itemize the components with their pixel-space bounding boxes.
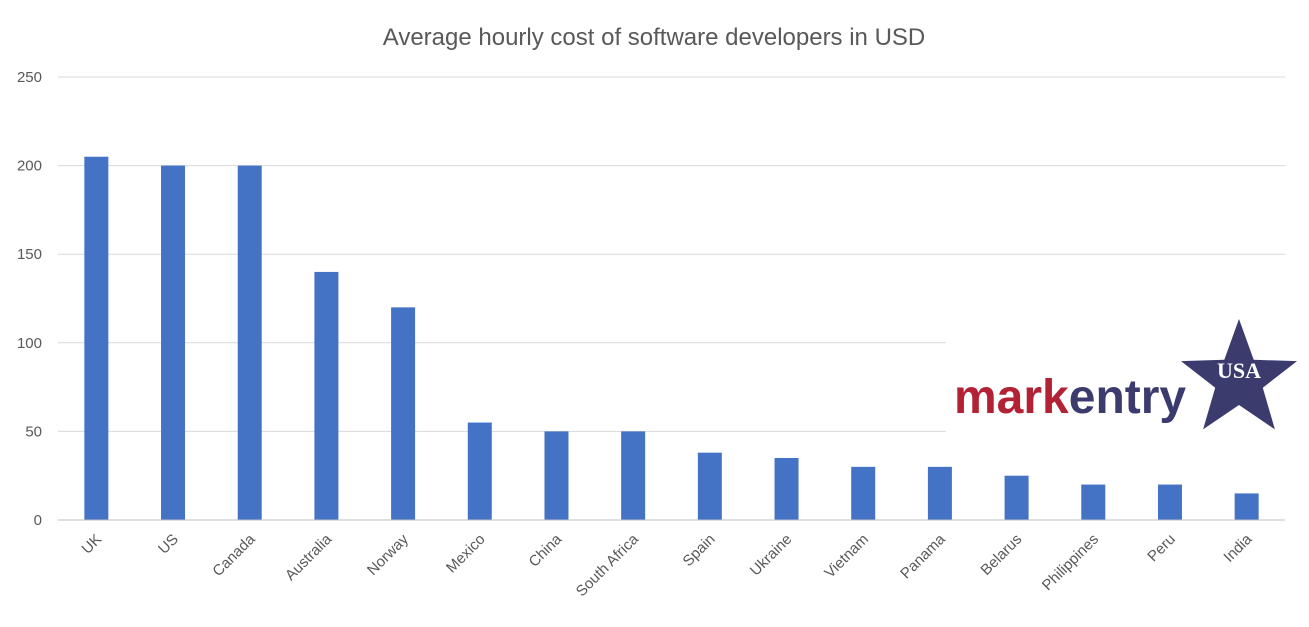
markentry-usa-logo: markentry USA (946, 316, 1309, 434)
x-tick-label: Spain (680, 531, 719, 570)
bar-australia (314, 271, 339, 520)
bar-china (544, 431, 569, 520)
x-tick-label: Panama (897, 530, 949, 582)
star-icon (1181, 319, 1297, 430)
x-tick-label: UK (78, 531, 105, 558)
x-tick-label: India (1220, 530, 1255, 565)
bar-belarus (1004, 475, 1029, 520)
bar-canada (237, 165, 262, 520)
y-tick-label: 250 (17, 69, 42, 86)
x-tick-label: Canada (209, 530, 259, 580)
logo-wordmark: markentry (954, 371, 1186, 424)
y-tick-label: 100 (17, 335, 42, 352)
x-axis-tick-labels: UK US Canada Australia Norway Mexico China Sout… (78, 530, 1256, 600)
bar-ukraine (774, 457, 799, 520)
bar-uk (84, 156, 109, 521)
bar-panama (927, 466, 952, 520)
logo-entry-text: entry (1069, 371, 1187, 424)
x-tick-label: US (155, 531, 182, 558)
x-tick-label: Mexico (443, 531, 489, 577)
bar-us (161, 165, 186, 520)
x-tick-label: Norway (364, 530, 412, 578)
bar-spain (697, 452, 722, 520)
bar-peru (1157, 484, 1182, 520)
chart-title: Average hourly cost of software develope… (383, 24, 926, 51)
x-tick-label: China (526, 530, 566, 570)
logo-usa-text: USA (1217, 358, 1261, 383)
x-tick-label: Vietnam (821, 531, 872, 582)
bar-mexico (467, 422, 492, 520)
x-tick-label: Australia (282, 530, 336, 584)
bar-india (1234, 493, 1259, 520)
x-tick-label: South Africa (573, 530, 643, 600)
y-axis-tick-labels: 0 50 100 150 200 250 (17, 69, 42, 529)
x-tick-label: Philippines (1039, 531, 1102, 594)
bar-norway (391, 307, 416, 520)
bar-philippines (1081, 484, 1106, 520)
x-tick-label: Ukraine (747, 531, 796, 580)
y-tick-label: 50 (25, 423, 42, 440)
logo-mark-text: mark (954, 371, 1069, 424)
bars (84, 156, 1259, 521)
x-tick-label: Belarus (977, 531, 1025, 579)
y-tick-label: 0 (34, 512, 42, 529)
bar-vietnam (851, 466, 876, 520)
x-tick-label: Peru (1144, 531, 1178, 565)
bar-south-africa (621, 431, 646, 520)
y-tick-label: 150 (17, 246, 42, 263)
y-tick-label: 200 (17, 158, 42, 175)
